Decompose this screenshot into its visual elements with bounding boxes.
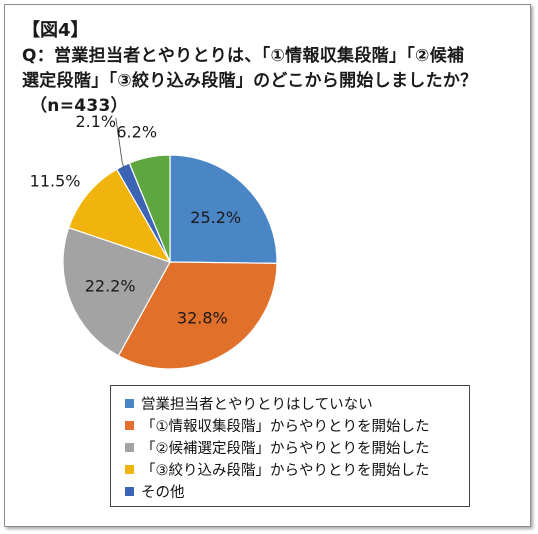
sample-size: （n=433）	[30, 96, 128, 116]
pie-slice	[169, 154, 278, 264]
slice-data-label: 11.5%	[30, 171, 81, 190]
pie-slice	[128, 154, 171, 263]
figure-label: 【図4】	[22, 20, 89, 41]
slice-data-label: 22.2%	[85, 276, 136, 295]
pie-slice	[117, 261, 278, 370]
slice-data-label: 32.8%	[177, 308, 228, 327]
question-line-2: 選定段階」「③絞り込み段階」のどこから開始しましたか？	[22, 71, 478, 91]
pie-slice	[62, 226, 171, 357]
legend-swatch	[125, 398, 134, 408]
legend-label: 「③絞り込み段階」からやりとりを開始した	[141, 462, 430, 479]
question-title: Q：営業担当者とやりとりは、「①情報収集段階」「②候補 選定段階」「③絞り込み段…	[22, 44, 522, 119]
question-line-1: Q：営業担当者とやりとりは、「①情報収集段階」「②候補	[22, 46, 465, 66]
legend-swatch	[125, 442, 134, 452]
slice-data-label: 6.2%	[116, 123, 157, 142]
legend-swatch	[125, 486, 134, 496]
legend-item: その他	[125, 480, 469, 502]
slice-data-label: 25.2%	[190, 208, 241, 227]
pie-slice	[67, 168, 172, 264]
legend-swatch	[125, 464, 134, 474]
chart-legend: 営業担当者とやりとりはしていない「①情報収集段階」からやりとりを開始した 「②候補…	[110, 385, 470, 507]
legend-label: 「①情報収集段階」からやりとりを開始した	[141, 418, 430, 435]
legend-item: 「①情報収集段階」からやりとりを開始した	[125, 414, 469, 436]
legend-swatch	[125, 420, 134, 430]
legend-item: 営業担当者とやりとりはしていない	[125, 392, 469, 414]
slice-data-label: 2.1%	[75, 112, 116, 131]
legend-label: 営業担当者とやりとりはしていない	[141, 396, 373, 413]
legend-item: 「③絞り込み段階」からやりとりを開始した	[125, 458, 469, 480]
legend-label: 「②候補選定段階」からやりとりを開始した	[141, 440, 430, 457]
legend-label: その他	[141, 484, 185, 501]
leader-line	[115, 117, 125, 169]
legend-item: 「②候補選定段階」からやりとりを開始した	[125, 436, 469, 458]
